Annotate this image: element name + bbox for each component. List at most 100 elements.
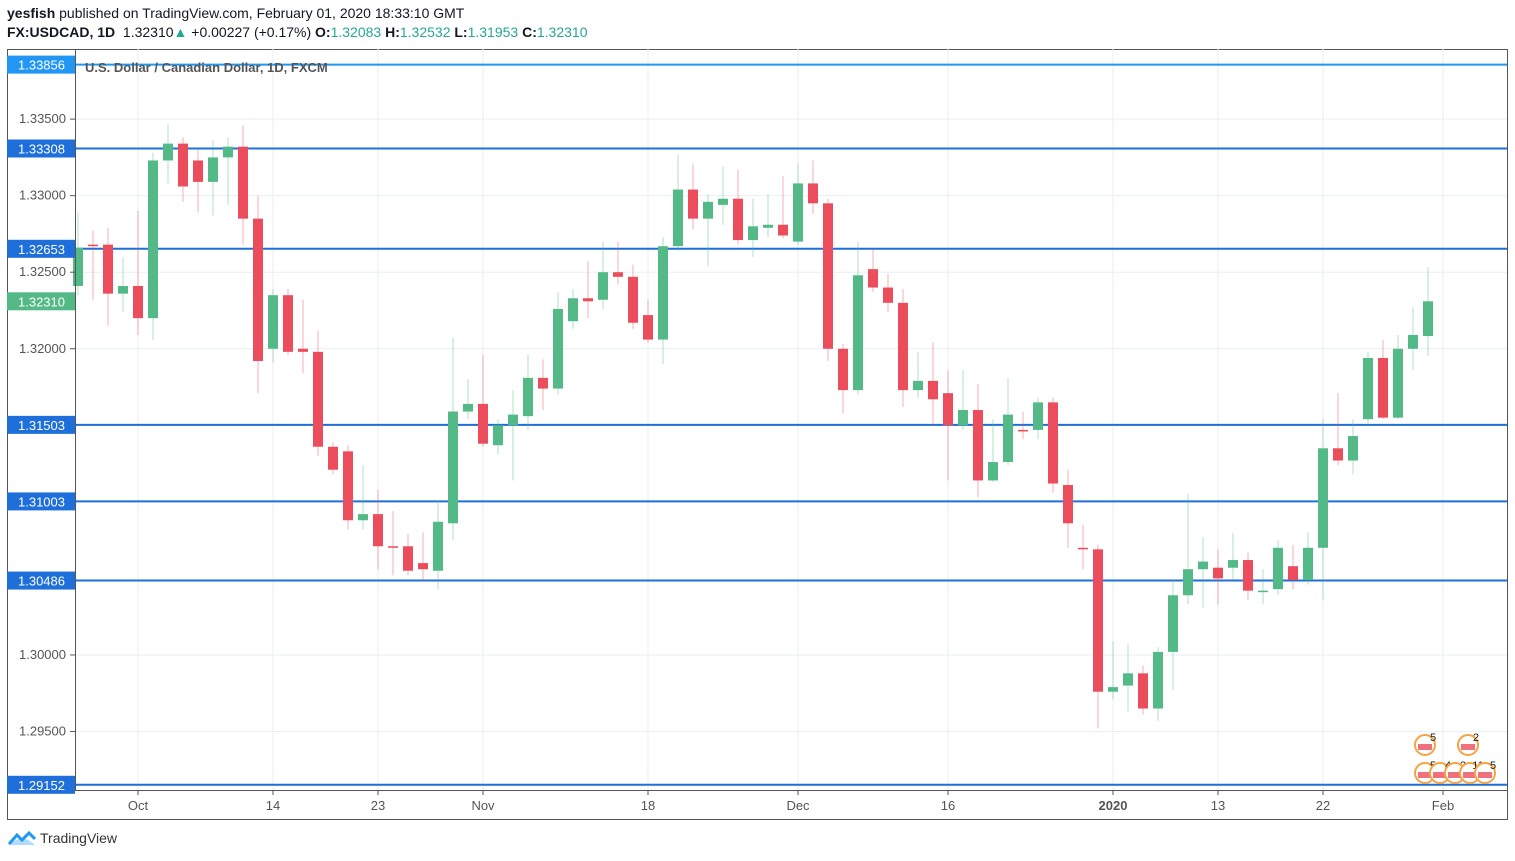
level-price-label: 1.29152 (18, 778, 65, 793)
candle-down (973, 410, 983, 481)
candle-up (1033, 402, 1043, 430)
candle-down (733, 198, 743, 241)
time-tick-label: 16 (941, 798, 955, 813)
level-price-label-bg (7, 415, 75, 434)
high-label: H: (385, 24, 400, 40)
candle-up (1318, 448, 1328, 548)
author-name[interactable]: yesfish (7, 5, 56, 21)
symbol-info: FX:USDCAD, 1D 1.32310▲ +0.00227 (+0.17%)… (7, 24, 587, 40)
publish-info: yesfish published on TradingView.com, Fe… (7, 5, 464, 21)
candle-down (688, 189, 698, 219)
candle-down (643, 315, 653, 340)
price-tick-label: 1.33000 (19, 188, 66, 203)
level-price-label: 1.33308 (18, 142, 65, 157)
candle-down (343, 451, 353, 521)
level-price-label: 1.32653 (18, 242, 65, 257)
candle-down (943, 393, 953, 426)
chart-frame (7, 49, 1508, 820)
low-label: L: (454, 24, 468, 40)
current-price-label: 1.32310 (18, 294, 65, 309)
time-tick-label: 23 (371, 798, 385, 813)
candle-up (1108, 687, 1118, 692)
candle-down (1288, 566, 1298, 580)
candle-up (673, 189, 683, 247)
candle-up (118, 285, 128, 294)
candle-down (823, 203, 833, 349)
last-price: 1.32310 (122, 24, 174, 40)
publish-text: published on TradingView.com, February 0… (59, 5, 465, 21)
candle-up (853, 275, 863, 391)
level-price-label: 1.31503 (18, 418, 65, 433)
candle-up (223, 146, 233, 158)
current-price-label-bg (7, 292, 75, 311)
ca-flag-stripe (1461, 744, 1475, 750)
candle-down (193, 160, 203, 182)
candle-down (883, 287, 893, 303)
level-price-label-bg (7, 139, 75, 158)
candle-down (388, 546, 398, 548)
candle-down (133, 285, 143, 319)
level-price-label-bg (7, 239, 75, 258)
candle-down (1018, 429, 1028, 432)
price-tick-label: 1.30000 (19, 647, 66, 662)
candle-down (928, 380, 938, 400)
high-value: 1.32532 (399, 24, 451, 40)
price-change: +0.00227 (+0.17%) (191, 24, 312, 40)
us-flag-stripe (1448, 772, 1462, 778)
level-price-label: 1.30486 (18, 574, 65, 589)
candle-down (868, 269, 878, 288)
candle-down (103, 244, 113, 294)
candle-down (478, 403, 488, 444)
ca-flag-stripe (1418, 772, 1432, 778)
us-flag-stripe (1463, 772, 1477, 778)
price-tick-label: 1.32000 (19, 341, 66, 356)
candle-down (373, 514, 383, 547)
candle-down (418, 563, 428, 570)
candle-up (703, 201, 713, 219)
candle-down (808, 183, 818, 204)
chart-title: U.S. Dollar / Canadian Dollar, 1D, FXCM (85, 60, 328, 75)
candle-down (898, 302, 908, 391)
time-tick-label: 13 (1211, 798, 1225, 813)
candlestick-chart[interactable]: 1.29500 1.30000 1.32000 1.32500 1.33000 1.335… (7, 49, 1508, 820)
price-tick-label: 1.33500 (19, 111, 66, 126)
candle-down (613, 272, 623, 277)
candle-down (1378, 357, 1388, 418)
level-price-label-bg (7, 55, 75, 74)
time-tick-label: Nov (471, 798, 495, 813)
low-value: 1.31953 (467, 24, 519, 40)
candle-down (838, 348, 848, 391)
time-tick-label: 22 (1316, 798, 1330, 813)
candle-down (298, 348, 308, 352)
candle-up (1348, 436, 1358, 461)
candle-down (538, 377, 548, 389)
candle-up (208, 157, 218, 182)
tradingview-footer[interactable]: TradingView (8, 830, 117, 846)
open-value: 1.32083 (330, 24, 382, 40)
candle-down (1333, 448, 1343, 461)
candle-down (238, 146, 248, 219)
candle-down (178, 143, 188, 187)
candle-up (1198, 561, 1208, 570)
candle-up (1228, 560, 1238, 568)
brand-name: TradingView (40, 830, 118, 846)
symbol-label: FX:USDCAD, 1D (7, 24, 116, 40)
candle-up (553, 308, 563, 389)
candle-down (88, 244, 98, 247)
up-triangle-icon: ▲ (173, 24, 188, 40)
candle-down (1213, 567, 1223, 579)
candle-up (793, 183, 803, 242)
time-tick-label: 14 (266, 798, 280, 813)
candle-down (403, 546, 413, 571)
candle-up (448, 411, 458, 524)
level-price-label: 1.31003 (18, 494, 65, 509)
level-price-label-bg (7, 571, 75, 590)
candle-up (598, 272, 608, 300)
event-count: 2 (1473, 732, 1479, 744)
time-tick-label: Dec (786, 798, 810, 813)
price-tick-label: 1.29500 (19, 724, 66, 739)
candle-up (1003, 414, 1013, 463)
event-count: 5 (1490, 760, 1496, 772)
candle-up (1303, 547, 1313, 580)
candle-up (73, 247, 83, 286)
